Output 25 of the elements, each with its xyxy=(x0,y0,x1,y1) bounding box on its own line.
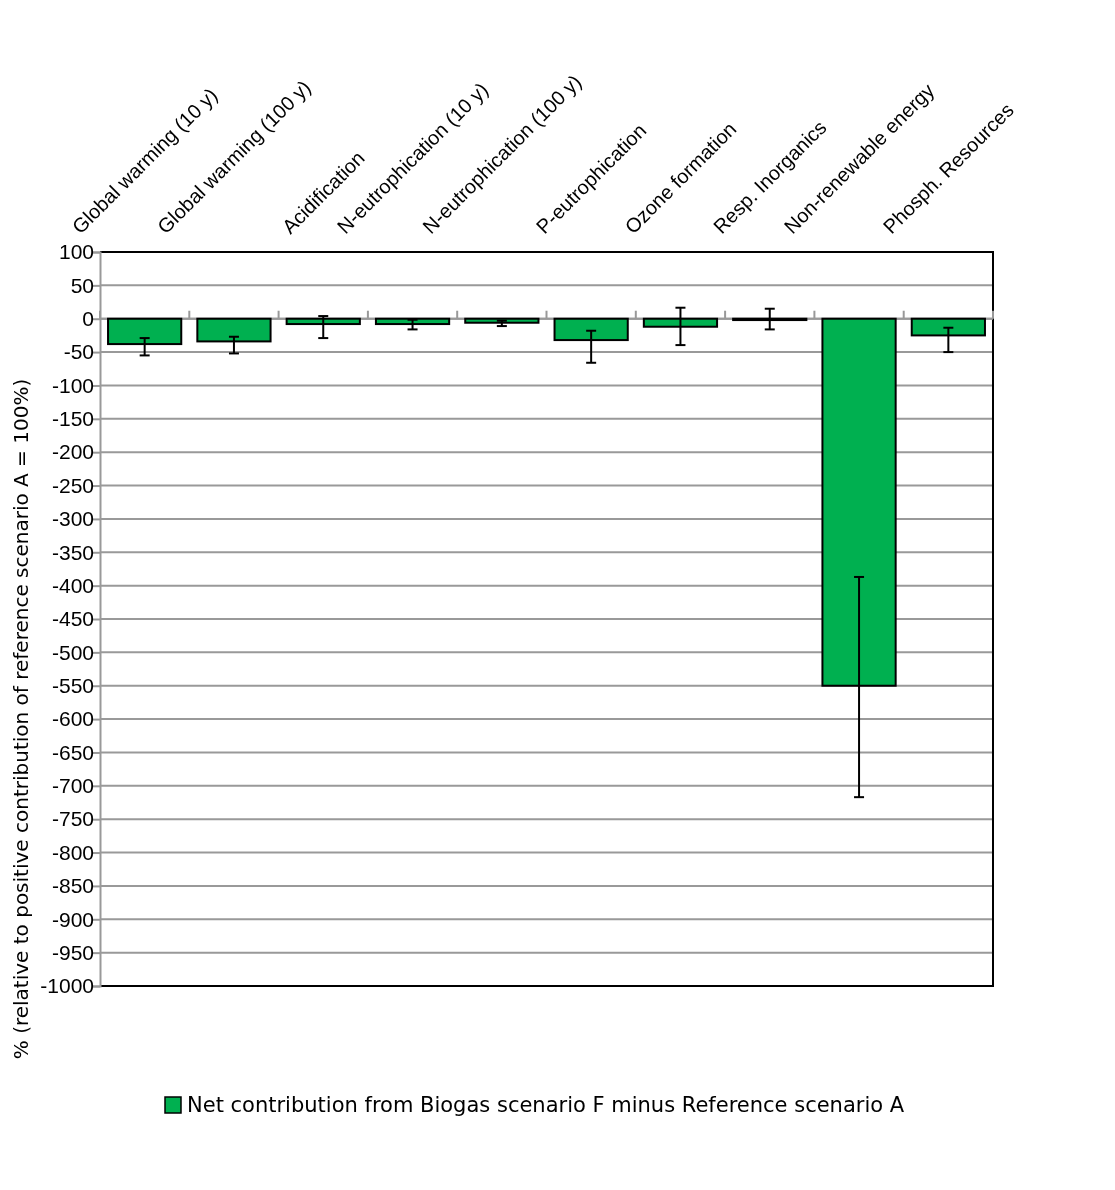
y-tick-label: -250 xyxy=(51,473,94,497)
y-tick-label: -1000 xyxy=(40,974,94,998)
y-tick-label: -300 xyxy=(51,507,94,531)
y-tick-label: -350 xyxy=(51,540,94,564)
y-tick-label: -550 xyxy=(51,673,94,697)
y-tick-label: -650 xyxy=(51,740,94,764)
y-tick-label: -900 xyxy=(51,907,94,931)
y-axis-title: % (relative to positive contribution of reference scenario A = 100%) xyxy=(9,378,33,1060)
y-tick-label: -200 xyxy=(51,440,94,464)
y-tick-label: -50 xyxy=(63,340,94,364)
y-tick-label: 50 xyxy=(70,273,94,297)
y-tick-label: -850 xyxy=(51,874,94,898)
y-tick-label: -950 xyxy=(51,940,94,964)
y-tick-label: -150 xyxy=(51,407,94,431)
y-tick-label: -100 xyxy=(51,373,94,397)
y-tick-label: -800 xyxy=(51,840,94,864)
y-tick-label: -450 xyxy=(51,607,94,631)
legend-label: Net contribution from Biogas scenario F minus Reference scenario A xyxy=(187,1093,905,1117)
y-tick-label: 0 xyxy=(82,306,94,330)
y-tick-label: 100 xyxy=(58,240,94,264)
y-tick-label: -400 xyxy=(51,573,94,597)
y-tick-label: -750 xyxy=(51,807,94,831)
y-tick-label: -500 xyxy=(51,640,94,664)
y-tick-label: -600 xyxy=(51,707,94,731)
y-tick-label: -700 xyxy=(51,774,94,798)
